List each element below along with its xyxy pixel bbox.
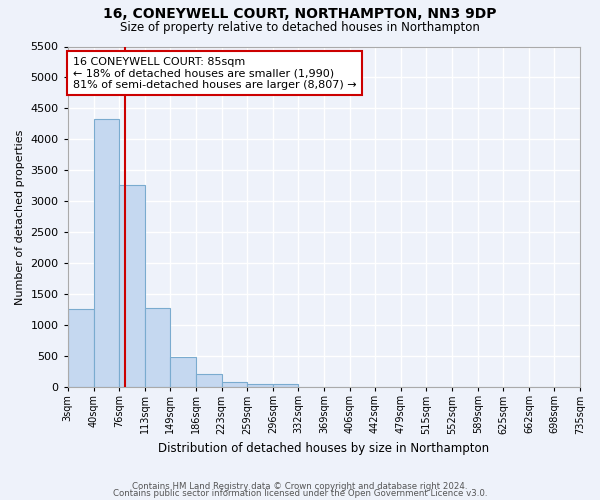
Text: Contains HM Land Registry data © Crown copyright and database right 2024.: Contains HM Land Registry data © Crown c… [132,482,468,491]
Bar [170,358,196,387]
Y-axis label: Number of detached properties: Number of detached properties [15,129,25,304]
Bar [273,384,298,387]
Text: Contains public sector information licensed under the Open Government Licence v3: Contains public sector information licen… [113,490,487,498]
Text: Size of property relative to detached houses in Northampton: Size of property relative to detached ho… [120,21,480,34]
Text: 16, CONEYWELL COURT, NORTHAMPTON, NN3 9DP: 16, CONEYWELL COURT, NORTHAMPTON, NN3 9D… [103,8,497,22]
Bar [119,186,145,387]
Bar [196,374,221,387]
X-axis label: Distribution of detached houses by size in Northampton: Distribution of detached houses by size … [158,442,490,455]
Text: 16 CONEYWELL COURT: 85sqm
← 18% of detached houses are smaller (1,990)
81% of se: 16 CONEYWELL COURT: 85sqm ← 18% of detac… [73,56,356,90]
Bar [221,382,247,387]
Bar [94,119,119,387]
Bar [145,308,170,387]
Bar [247,384,273,387]
Bar [68,308,94,387]
